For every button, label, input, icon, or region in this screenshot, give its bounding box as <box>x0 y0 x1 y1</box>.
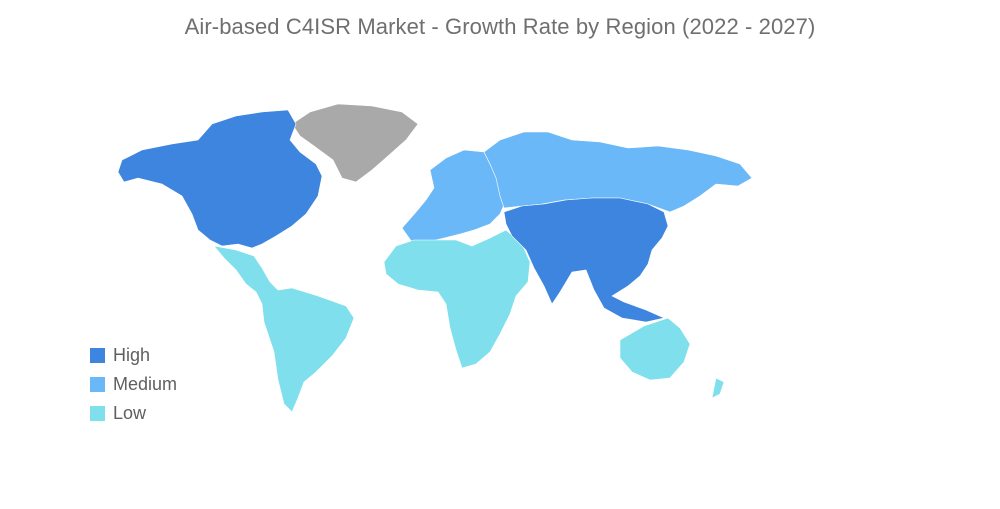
legend-item-low: Low <box>90 399 177 428</box>
region-north-america <box>117 109 323 249</box>
region-central-south-america <box>213 245 355 413</box>
legend-swatch-high <box>90 348 105 363</box>
region-middle-east-africa <box>383 229 531 369</box>
chart-title: Air-based C4ISR Market - Growth Rate by … <box>184 14 816 39</box>
legend-label-low: Low <box>113 403 147 423</box>
region-oceania-nz <box>711 377 725 399</box>
region-oceania <box>619 317 691 381</box>
legend-swatch-medium <box>90 377 105 392</box>
region-greenland <box>291 103 419 183</box>
legend: High Medium Low <box>90 341 177 428</box>
legend-item-medium: Medium <box>90 370 177 399</box>
region-asia-pacific <box>503 197 669 323</box>
legend-swatch-low <box>90 406 105 421</box>
region-russia-central-asia <box>483 131 753 213</box>
legend-label-medium: Medium <box>113 374 178 394</box>
legend-item-high: High <box>90 341 177 370</box>
legend-label-high: High <box>113 345 151 365</box>
